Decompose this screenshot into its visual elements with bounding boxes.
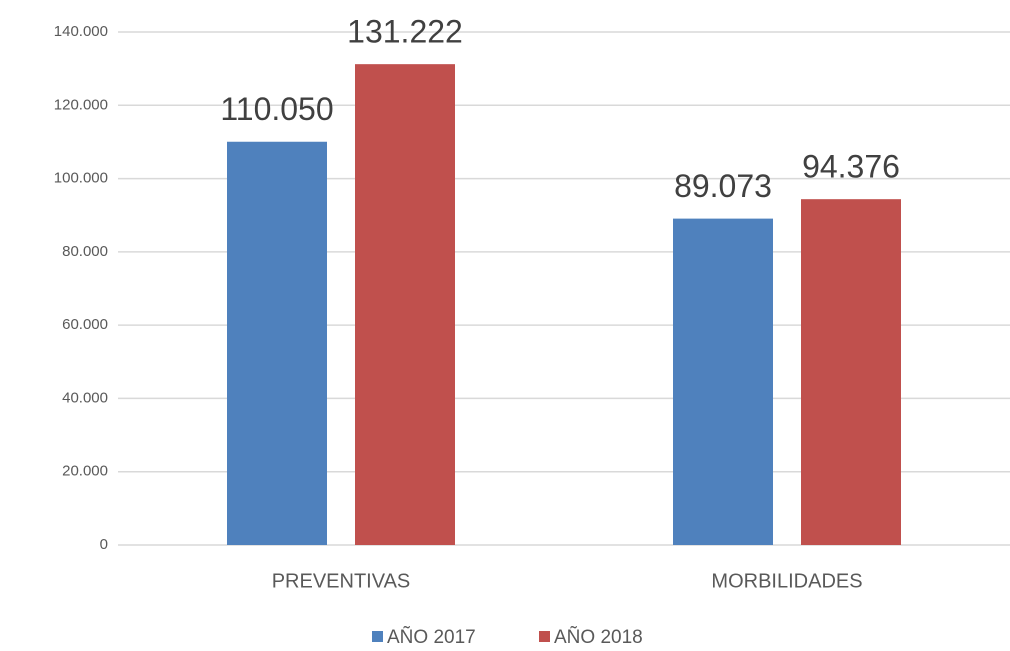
y-tick-label: 60.000 bbox=[62, 316, 108, 333]
bar bbox=[355, 64, 455, 545]
y-tick-label: 80.000 bbox=[62, 243, 108, 260]
x-tick-label: MORBILIDADES bbox=[711, 570, 862, 592]
y-tick-label: 20.000 bbox=[62, 463, 108, 480]
y-tick-label: 140.000 bbox=[54, 23, 108, 40]
y-tick-label: 0 bbox=[100, 536, 108, 553]
value-label: 110.050 bbox=[220, 91, 333, 127]
value-label: 131.222 bbox=[347, 14, 463, 50]
value-label: 94.376 bbox=[802, 149, 900, 185]
y-tick-label: 40.000 bbox=[62, 389, 108, 406]
legend-label: AÑO 2018 bbox=[554, 626, 643, 648]
bar bbox=[227, 141, 327, 545]
bar bbox=[673, 218, 773, 545]
y-tick-label: 100.000 bbox=[54, 170, 108, 187]
legend-label: AÑO 2017 bbox=[387, 626, 476, 648]
bar bbox=[801, 199, 901, 545]
y-tick-label: 120.000 bbox=[54, 96, 108, 113]
legend-swatch bbox=[539, 631, 550, 642]
x-tick-label: PREVENTIVAS bbox=[272, 570, 411, 592]
value-label: 89.073 bbox=[674, 168, 772, 204]
legend-swatch bbox=[372, 631, 383, 642]
